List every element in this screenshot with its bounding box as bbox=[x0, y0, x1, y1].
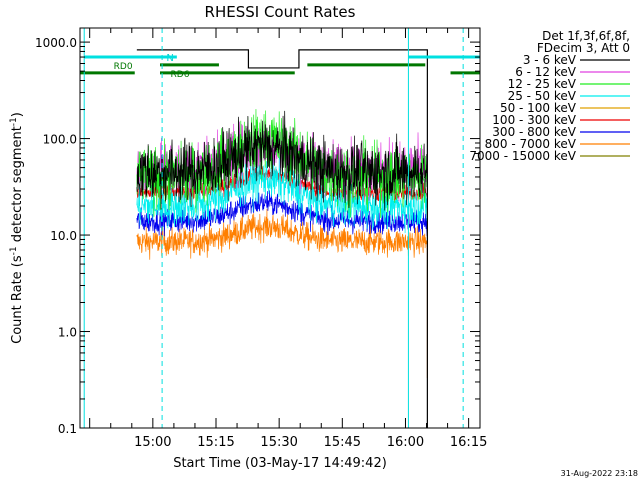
y-axis-ticks: 0.1 1.0 10.0 100.0 1000.0 bbox=[35, 36, 480, 436]
y-tick-label: 1.0 bbox=[58, 326, 77, 340]
legend-entry-label: 100 - 300 keV bbox=[492, 113, 576, 127]
legend-entry-label: 7000 - 15000 keV bbox=[469, 149, 576, 163]
legend-entry-label: 6 - 12 keV bbox=[515, 65, 577, 79]
series-line-0 bbox=[136, 110, 428, 211]
y-tick-label: 10.0 bbox=[50, 229, 77, 243]
legend-header-line-2: FDecim 3, Att 0 bbox=[537, 41, 630, 55]
green-flag-label-rd0: RD0 bbox=[114, 62, 133, 72]
status-flags: N RD0 RD6 bbox=[80, 49, 480, 428]
x-axis-label: Start Time (03-May-17 14:49:42) bbox=[173, 456, 387, 471]
y-tick-label: 0.1 bbox=[58, 422, 77, 436]
legend-entry-label: 3 - 6 keV bbox=[523, 53, 577, 67]
green-flag-label-rd6: RD6 bbox=[171, 70, 190, 80]
y-tick-label: 1000.0 bbox=[35, 36, 77, 50]
legend-entry-label: 800 - 7000 keV bbox=[485, 137, 577, 151]
legend-entry-label: 50 - 100 keV bbox=[500, 101, 577, 115]
legend-entry-label: 12 - 25 keV bbox=[508, 77, 577, 91]
x-tick-label: 15:30 bbox=[260, 435, 297, 450]
x-tick-label: 15:15 bbox=[197, 435, 234, 450]
x-tick-label: 16:00 bbox=[387, 435, 424, 450]
attenuator-state-label: N bbox=[166, 53, 173, 64]
x-tick-label: 15:00 bbox=[134, 435, 171, 450]
series-line-2 bbox=[136, 109, 428, 218]
plot-frame bbox=[79, 27, 481, 429]
chart-title: RHESSI Count Rates bbox=[205, 3, 356, 21]
legend: Det 1f,3f,6f,8f, FDecim 3, Att 0 3 - 6 k… bbox=[469, 29, 630, 163]
generation-timestamp: 31-Aug-2022 23:18 bbox=[561, 469, 638, 478]
legend-header-line-1: Det 1f,3f,6f,8f, bbox=[542, 29, 630, 43]
legend-entry-label: 300 - 800 keV bbox=[492, 125, 576, 139]
y-axis-label: Count Rate (s-1 detector segment-1) bbox=[9, 112, 25, 344]
series-line-7 bbox=[136, 208, 428, 260]
x-tick-label: 16:15 bbox=[450, 435, 487, 450]
legend-entry-label: 25 - 50 keV bbox=[508, 89, 577, 103]
series-line-3 bbox=[136, 156, 428, 234]
x-axis-ticks: 15:00 15:15 15:30 15:45 16:00 16:15 bbox=[89, 28, 487, 450]
attenuator-state-line bbox=[136, 49, 428, 428]
y-tick-label: 100.0 bbox=[43, 133, 77, 147]
time-markers bbox=[83, 28, 464, 428]
x-tick-label: 15:45 bbox=[324, 435, 361, 450]
